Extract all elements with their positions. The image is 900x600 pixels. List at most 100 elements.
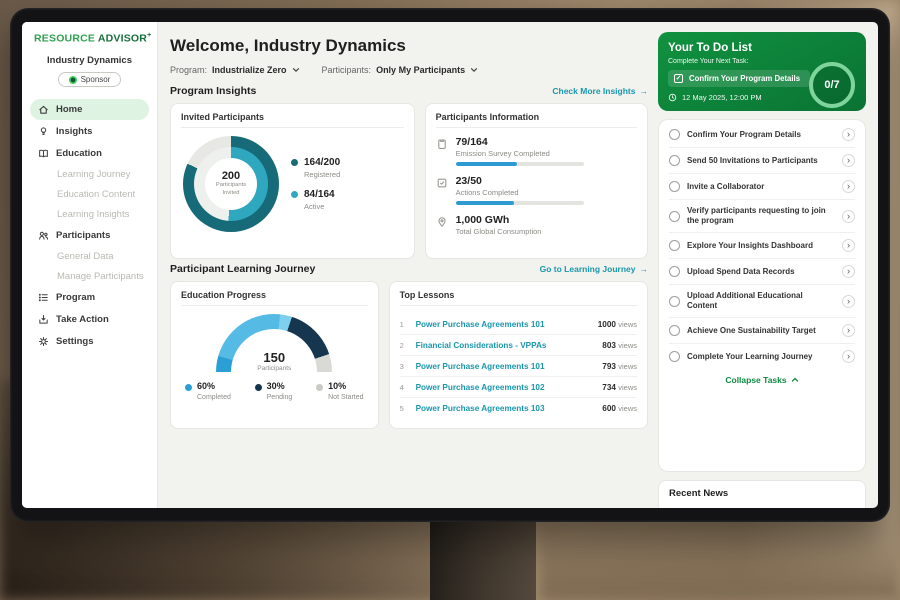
sidebar-item-label: General Data [57,250,114,262]
chevron-right-icon[interactable]: › [842,350,855,363]
legend-value: 164/200 [304,157,341,168]
sidebar-item-education-content[interactable]: Education Content [30,185,149,204]
sidebar-item-home[interactable]: Home [30,98,149,120]
legend-active: 84/164 Active [291,189,340,211]
lesson-row: 2 Financial Considerations - VPPAs 803 v… [399,335,637,356]
task-row[interactable]: Verify participants requesting to join t… [669,200,855,233]
task-label: Explore Your Insights Dashboard [687,240,813,250]
donut-center-label: Participants Invited [215,182,247,196]
link-label: Go to Learning Journey [539,264,636,274]
list-icon [38,292,49,303]
chevron-right-icon[interactable]: › [842,294,855,308]
lesson-rank: 1 [399,319,404,329]
sidebar-item-education[interactable]: Education [30,143,149,164]
lesson-link[interactable]: Power Purchase Agreements 102 [415,382,545,392]
clipboard-icon [436,138,448,150]
program-filter-value: Industrialize Zero [212,65,287,75]
task-row[interactable]: Invite a Collaborator › [669,174,855,200]
task-row[interactable]: Achieve One Sustainability Target › [669,318,855,344]
task-checkbox[interactable] [669,266,680,277]
sidebar-item-learning-journey[interactable]: Learning Journey [30,165,149,184]
gauge-center: 150 Participants [216,351,332,372]
chevron-right-icon[interactable]: › [842,324,855,337]
center-column: Welcome, Industry Dynamics Program: Indu… [170,32,648,508]
sponsor-badge[interactable]: Sponsor [57,72,122,87]
sidebar-item-general-data[interactable]: General Data [30,247,149,266]
views-word: views [618,382,637,392]
chevron-right-icon[interactable]: › [842,239,855,252]
sidebar-item-settings[interactable]: Settings [30,331,149,352]
book-icon [38,148,49,159]
task-checkbox[interactable] [669,240,680,251]
chevron-right-icon[interactable]: › [842,180,855,193]
stat-actions-completed: 23/50 Actions Completed [436,175,637,205]
stat-value: 23/50 [455,175,482,187]
chevron-right-icon[interactable]: › [842,128,855,141]
todo-column: Your To Do List Complete Your Next Task:… [658,32,866,508]
task-row[interactable]: Confirm Your Program Details › [669,122,855,148]
stat-emission-survey: 79/164 Emission Survey Completed [436,136,637,166]
lesson-link[interactable]: Power Purchase Agreements 103 [415,403,545,413]
monitor-bezel: RESOURCE ADVISOR+ Industry Dynamics Spon… [10,8,890,522]
legend-dot [254,384,262,391]
task-checkbox[interactable] [669,351,680,362]
card-title: Participants Information [435,112,637,128]
monitor-stand [430,518,536,600]
donut-chart-wrap: 200 Participants Invited 164/200 [181,136,404,232]
views-word: views [618,340,637,350]
donut-legend: 164/200 Registered 84/164 Active [291,157,340,211]
task-checkbox[interactable] [669,295,680,307]
location-pin-icon [436,216,448,228]
sidebar-item-take-action[interactable]: Take Action [30,309,149,330]
sidebar-item-manage-participants[interactable]: Manage Participants [30,267,149,286]
next-task-row[interactable]: ✓ Confirm Your Program Details [668,70,810,87]
views-word: views [618,403,637,413]
collapse-tasks-button[interactable]: Collapse Tasks [669,369,855,390]
sidebar-item-learning-insights[interactable]: Learning Insights [30,205,149,224]
sidebar-item-label: Learning Insights [57,208,130,220]
chevron-right-icon[interactable]: › [842,209,855,223]
task-row[interactable]: Explore Your Insights Dashboard › [669,233,855,259]
task-row[interactable]: Upload Additional Educational Content › [669,285,855,318]
chevron-right-icon[interactable]: › [842,154,855,167]
task-row[interactable]: Send 50 Invitations to Participants › [669,148,855,174]
card-title: Education Progress [181,290,368,306]
link-label: Check More Insights [552,86,636,96]
task-row[interactable]: Upload Spend Data Records › [669,259,855,285]
task-checkbox[interactable] [669,181,680,192]
participants-filter-label: Participants: [321,65,372,75]
gauge-center-value: 150 [263,350,286,365]
legend-label: Registered [304,170,341,179]
program-filter[interactable]: Program: Industrialize Zero [170,65,300,75]
legend-dot [291,191,298,198]
sidebar-item-program[interactable]: Program [30,287,149,308]
lesson-link[interactable]: Power Purchase Agreements 101 [415,319,545,329]
checkbox-icon[interactable]: ✓ [674,74,683,83]
chevron-right-icon[interactable]: › [842,265,855,278]
sidebar-item-insights[interactable]: Insights [30,121,149,142]
task-checkbox[interactable] [669,155,680,166]
go-to-learning-journey-link[interactable]: Go to Learning Journey → [540,264,648,274]
lesson-link[interactable]: Financial Considerations - VPPAs [415,340,547,350]
invited-donut-chart: 200 Participants Invited [183,136,279,232]
filter-row: Program: Industrialize Zero Participants… [170,65,648,75]
lesson-views: 600 [602,403,616,413]
sidebar-item-label: Participants [56,229,111,241]
sidebar-item-participants[interactable]: Participants [30,225,149,246]
lesson-views: 1000 [597,319,616,329]
participants-filter[interactable]: Participants: Only My Participants [322,65,479,75]
lesson-link[interactable]: Power Purchase Agreements 101 [415,361,545,371]
sidebar-item-label: Take Action [56,313,109,325]
logo-plus: + [147,32,152,39]
check-more-insights-link[interactable]: Check More Insights → [552,86,648,96]
task-checkbox[interactable] [669,325,680,336]
stat-value: 1,000 GWh [455,214,510,226]
task-checkbox[interactable] [669,129,680,140]
todo-summary-card: Your To Do List Complete Your Next Task:… [658,32,866,111]
organization-name: Industry Dynamics [47,54,132,66]
gauge-center-label: Participants [257,365,292,372]
task-checkbox[interactable] [669,210,680,222]
recent-news-title: Recent News [669,488,729,499]
task-label: Invite a Collaborator [687,181,765,191]
task-row[interactable]: Complete Your Learning Journey › [669,344,855,369]
